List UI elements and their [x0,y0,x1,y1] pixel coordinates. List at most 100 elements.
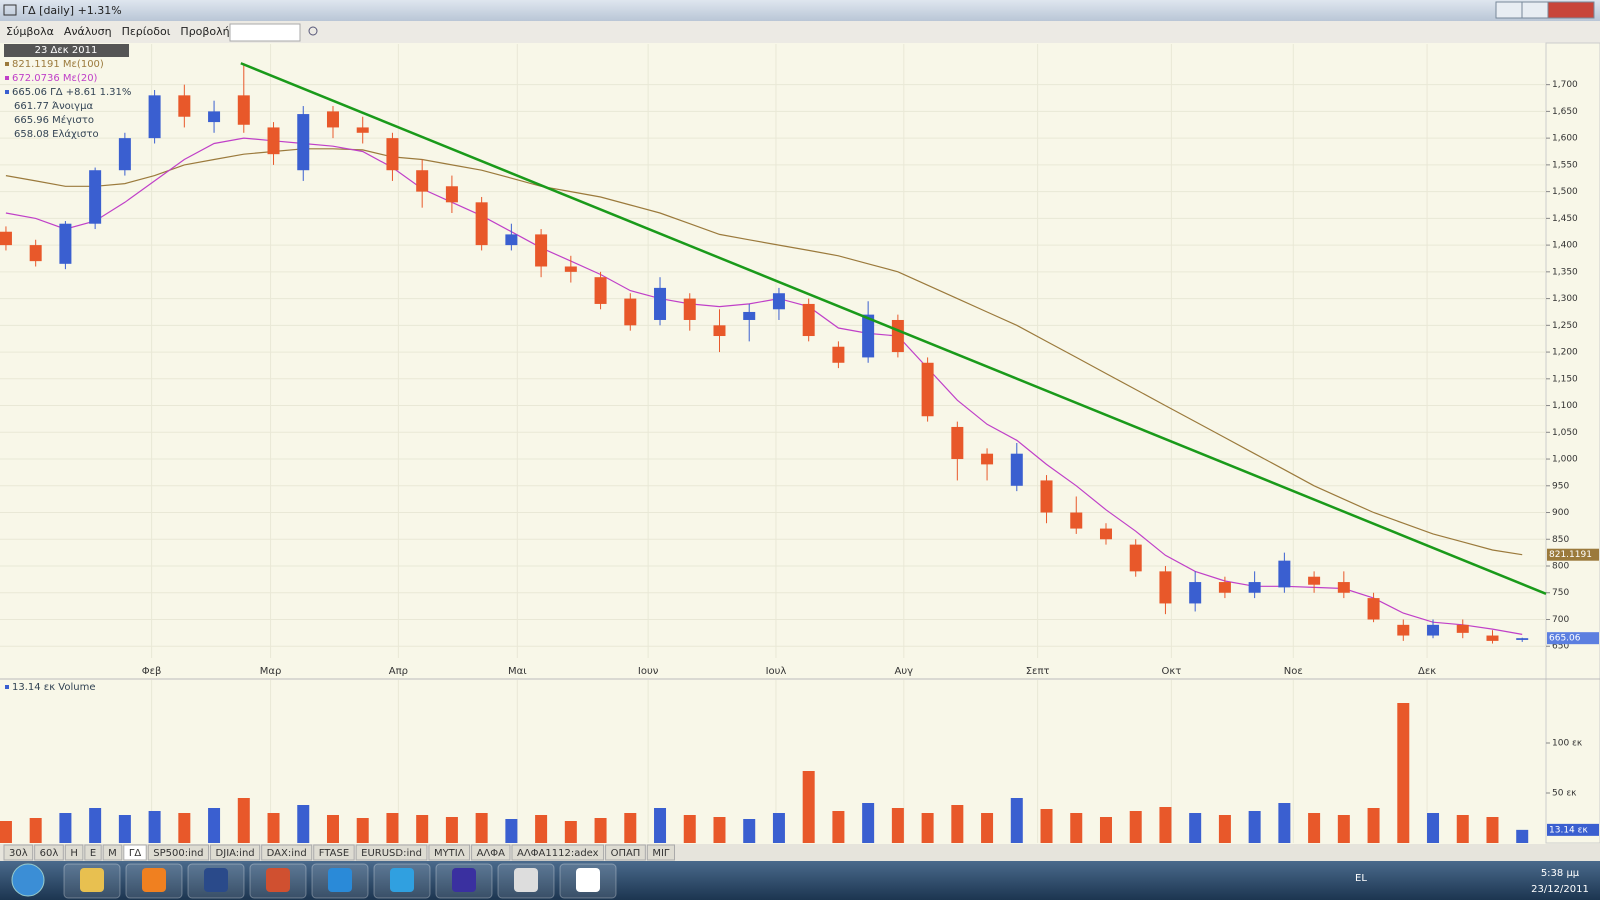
y-tick-label: 1,350 [1552,267,1578,277]
volume-bar [297,805,310,843]
tab[interactable] [471,844,511,861]
legend-entry: 658.08 Ελάχιστο [14,128,99,140]
taskbar-app-icon [328,868,352,892]
tab[interactable] [3,844,34,861]
symbol-input[interactable] [229,23,301,42]
app-icon [3,4,17,16]
title-bar [0,0,1600,21]
menu-item[interactable]: Προβολή [180,25,229,38]
candle-body [802,303,815,337]
volume-bar [386,813,399,843]
legend-date: 23 Δεκ 2011 [35,45,98,56]
y-tick-label: 1,550 [1552,160,1578,170]
volume-bar [891,808,904,843]
tab-label[interactable]: SP500:ind [153,848,203,859]
candle-body [1486,635,1499,641]
maximize-button[interactable] [1521,1,1549,19]
tab-label[interactable]: ΜΙΓ [652,848,670,859]
minimize-button[interactable] [1495,1,1523,19]
candle-body [59,223,72,264]
volume-bar [1337,815,1350,843]
moving-average-line [5,148,1523,556]
volume-bar [1278,803,1291,843]
tab-label[interactable]: Ε [90,848,96,859]
tab-label[interactable]: DJIA:ind [216,848,255,859]
volume-bar [772,813,785,843]
candle-body [118,138,131,171]
tab[interactable] [605,844,646,861]
x-tick-label: Δεκ [1418,666,1436,677]
volume-bar [1218,815,1231,843]
volume-bar [1189,813,1202,843]
tab-label[interactable]: ΟΠΑΠ [611,848,641,859]
taskbar-app-icon [390,868,414,892]
tab[interactable] [646,844,675,861]
tab[interactable] [84,844,102,861]
y-tick-label: 900 [1552,508,1569,518]
candle-body [1278,560,1291,588]
tab-label[interactable]: FTASE [319,848,349,859]
y-tick-label: 1,700 [1552,80,1578,90]
candle-body [594,277,607,304]
candle-body [832,346,845,363]
tab[interactable] [210,844,261,861]
tab-label[interactable]: 30λ [9,848,28,859]
volume-bar [1427,813,1440,843]
tab-label[interactable]: ΓΔ [129,848,142,859]
taskbar-app-icon [266,868,290,892]
candle-body [178,95,191,117]
tab[interactable] [64,844,84,861]
tab[interactable] [355,844,428,861]
tab-label[interactable]: EURUSD:ind [361,848,422,859]
candle-body [1070,512,1083,529]
volume-legend: 13.14 εκ Volume [12,682,95,693]
volume-bar [802,771,815,843]
menu-item[interactable]: Περίοδοι [122,25,171,38]
candle-body [1308,576,1321,585]
x-tick-label: Αυγ [895,666,914,677]
volume-bar [416,815,429,843]
search-icon[interactable] [308,26,318,36]
tab-label[interactable]: ΑΛΦΑ [477,848,506,859]
candle-body [267,127,280,155]
tab-label[interactable]: Η [70,848,78,859]
candle-body [356,127,369,133]
tab[interactable] [313,844,355,861]
candle-body [1427,624,1440,636]
tab-label[interactable]: 60λ [40,848,59,859]
close-button[interactable] [1547,1,1595,19]
tab[interactable] [428,844,471,861]
tab[interactable] [102,844,123,861]
tab-label[interactable]: Μ [108,848,117,859]
tab-label[interactable]: ΑΛΦΑ1112:adex [517,848,599,859]
taskbar-app-icon [514,868,538,892]
menu-item[interactable]: Σύμβολα [6,25,54,38]
legend-entry: 661.77 Άνοιγμα [14,100,93,112]
x-tick-label: Φεβ [142,666,162,677]
x-tick-label: Μαρ [260,666,282,677]
tab-label[interactable]: DAX:ind [267,848,307,859]
y-tick-label: 1,500 [1552,187,1578,197]
tab[interactable] [511,844,605,861]
clock-date: 23/12/2011 [1531,884,1589,895]
volume-bar [118,815,131,843]
y-tick-label: 1,050 [1552,428,1578,438]
candle-body [624,298,637,326]
tab[interactable] [261,844,313,861]
menu-item[interactable]: Ανάλυση [64,25,112,38]
legend-entry: 672.0736 Με(20) [12,73,98,84]
volume-bar [29,818,42,843]
tab[interactable] [34,844,64,861]
start-button[interactable] [11,863,45,897]
tab-label[interactable]: ΜΥΤΙΛ [434,848,465,859]
volume-bar [981,813,994,843]
x-tick-label: Οκτ [1161,666,1181,677]
volume-bar [475,813,488,843]
candle-body [505,234,518,246]
tab[interactable] [123,844,147,861]
y-tick-label: 1,600 [1552,134,1578,144]
tab[interactable] [147,844,210,861]
volume-bar [356,818,369,843]
x-tick-label: Ιουν [638,666,659,677]
candle-body [981,453,994,465]
